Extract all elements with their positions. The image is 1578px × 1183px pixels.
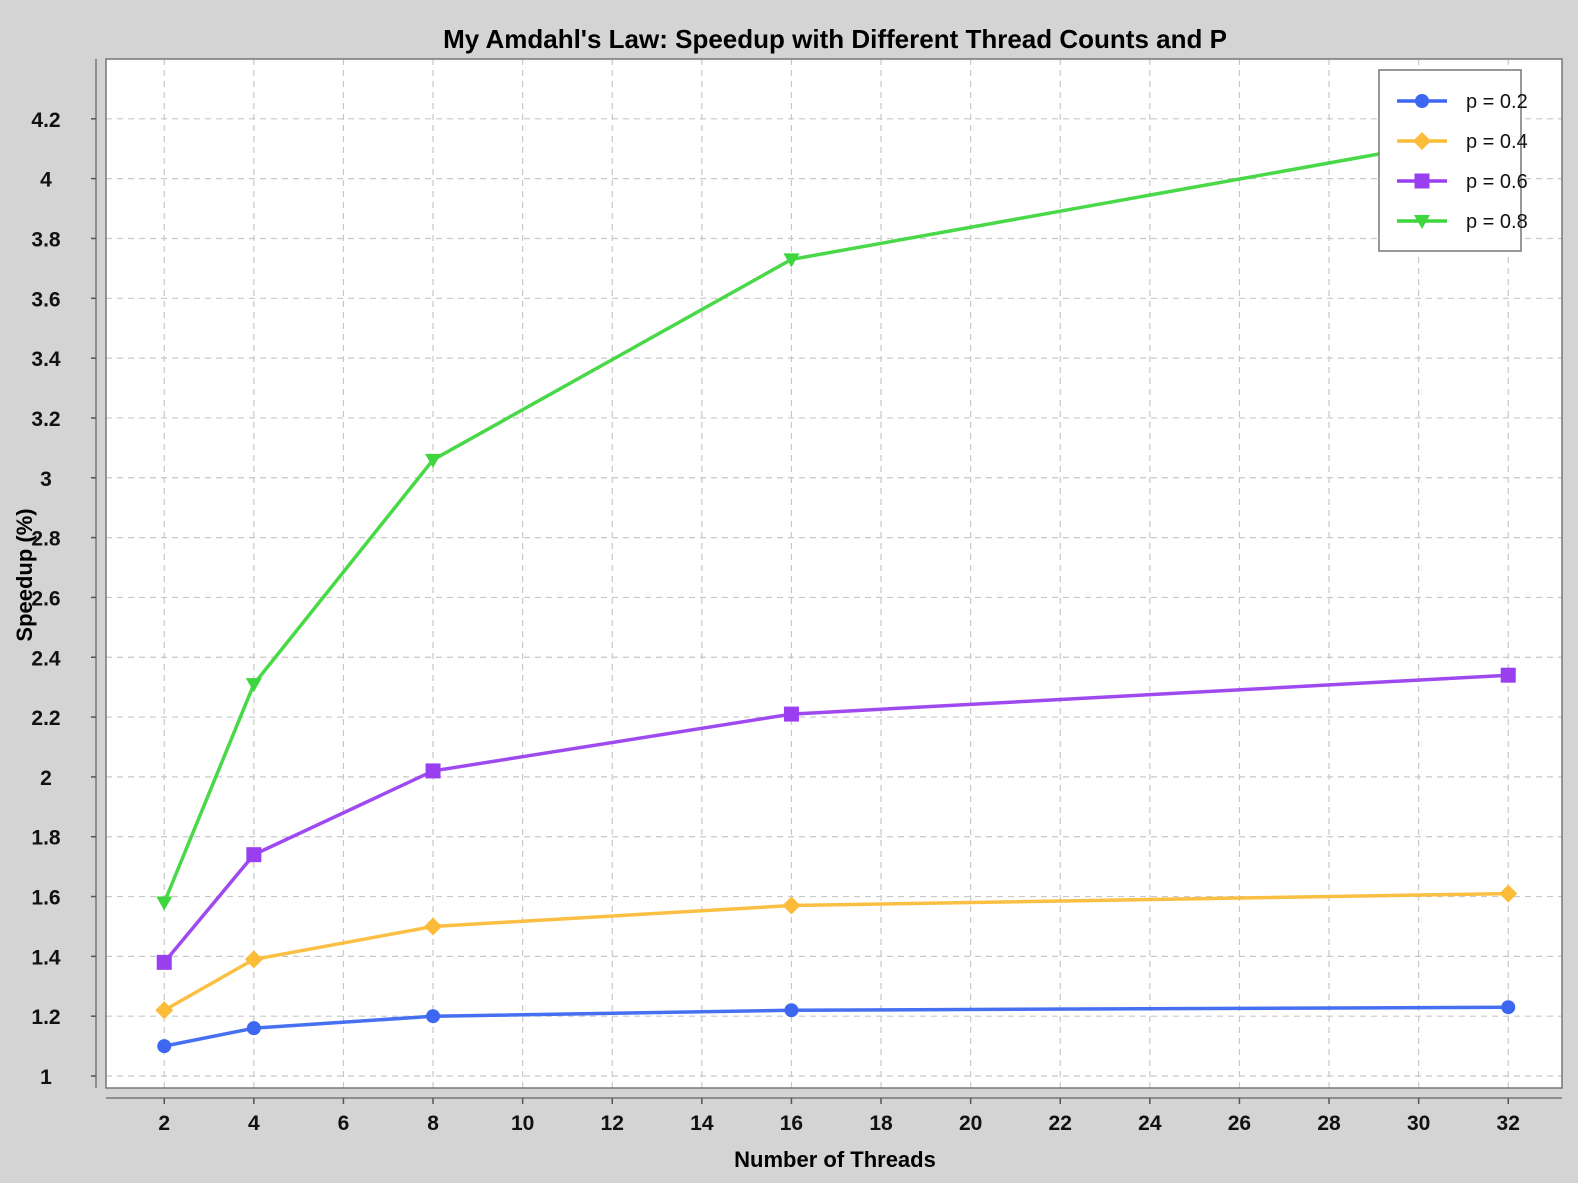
x-tick-label: 10 — [511, 1112, 534, 1135]
x-tick-label: 8 — [427, 1112, 439, 1135]
data-point — [1501, 1000, 1516, 1015]
data-point — [783, 253, 800, 268]
legend-label: p = 0.6 — [1466, 171, 1528, 193]
x-tick-label: 32 — [1497, 1112, 1520, 1135]
legend-marker — [1414, 215, 1430, 229]
x-tick-label: 16 — [780, 1112, 803, 1135]
y-tick-label: 1.2 — [31, 1006, 60, 1029]
plot-border — [105, 58, 1563, 1089]
data-point — [426, 1009, 441, 1024]
y-tick-label: 2.6 — [31, 587, 60, 610]
chart-title: My Amdahl's Law: Speedup with Different … — [443, 24, 1227, 54]
x-tick-label: 22 — [1049, 1112, 1072, 1135]
x-axis-label: Number of Threads — [734, 1147, 936, 1172]
x-tick-label: 18 — [869, 1112, 893, 1135]
x-tick-label: 12 — [601, 1112, 624, 1135]
y-tick-label: 1.8 — [31, 827, 61, 850]
data-point — [1499, 884, 1518, 903]
data-point — [782, 896, 801, 915]
series-p-0-6 — [156, 667, 1516, 970]
data-point — [156, 896, 173, 911]
y-tick-label: 3.4 — [31, 348, 61, 371]
legend-marker — [1413, 132, 1431, 150]
data-point — [1500, 667, 1516, 683]
data-point — [783, 706, 799, 722]
y-tick-label: 3.2 — [31, 408, 60, 431]
y-tick-label: 3.8 — [31, 228, 61, 251]
y-tick-label: 2 — [40, 767, 52, 790]
data-point — [244, 950, 263, 969]
data-point — [425, 453, 442, 468]
legend-label: p = 0.8 — [1466, 211, 1528, 233]
data-point — [425, 763, 441, 779]
data-point — [155, 1001, 174, 1020]
data-point — [156, 954, 172, 970]
x-tick-label: 26 — [1228, 1112, 1251, 1135]
legend-marker — [1415, 94, 1429, 108]
x-tick-label: 30 — [1407, 1112, 1430, 1135]
y-tick-label: 1.4 — [31, 946, 61, 969]
y-tick-label: 4 — [40, 169, 52, 192]
data-point — [245, 678, 262, 693]
data-point — [784, 1003, 799, 1018]
y-tick-label: 3.6 — [31, 288, 60, 311]
data-point — [246, 1021, 261, 1036]
legend-label: p = 0.4 — [1466, 131, 1528, 153]
series-p-0-4 — [155, 884, 1518, 1020]
y-tick-label: 2.4 — [31, 647, 61, 670]
x-tick-label: 24 — [1138, 1112, 1162, 1135]
x-tick-label: 2 — [158, 1112, 170, 1135]
legend-label: p = 0.2 — [1466, 91, 1528, 113]
y-tick-label: 3 — [40, 468, 52, 491]
plot-area — [106, 59, 1562, 1088]
data-point — [424, 917, 443, 936]
y-tick-label: 1.6 — [31, 887, 60, 910]
x-tick-label: 14 — [690, 1112, 714, 1135]
y-tick-label: 2.2 — [31, 707, 60, 730]
series-p-0-2 — [157, 1000, 1516, 1054]
y-axis-label: Speedup (%) — [12, 508, 37, 641]
data-point — [157, 1039, 172, 1054]
data-point — [246, 847, 262, 863]
x-tick-label: 6 — [338, 1112, 350, 1135]
x-tick-label: 20 — [959, 1112, 982, 1135]
y-tick-label: 1 — [40, 1066, 52, 1089]
y-tick-label: 2.8 — [31, 528, 61, 551]
y-tick-label: 4.2 — [31, 109, 60, 132]
x-tick-label: 4 — [248, 1112, 260, 1135]
legend-marker — [1414, 173, 1430, 189]
x-tick-label: 28 — [1317, 1112, 1341, 1135]
